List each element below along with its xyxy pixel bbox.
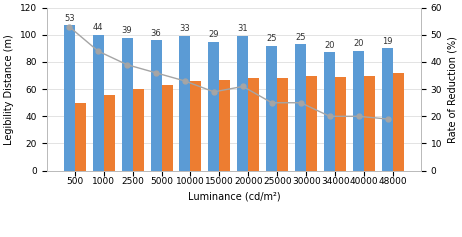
Bar (295, 44, 306, 171)
X-axis label: Luminance (cd/m²): Luminance (cd/m²) (188, 191, 280, 201)
Rate of Reduction (95, 50, 101, 53)
Bar (93, 35, 103, 171)
Bar (219, 80, 231, 171)
Text: 39: 39 (122, 26, 133, 35)
Text: 20: 20 (324, 41, 335, 50)
Rate of Reduction (298, 101, 304, 104)
Line: Rate of Reduction: Rate of Reduction (67, 24, 390, 121)
Bar (103, 95, 115, 171)
Bar (237, 36, 249, 171)
Text: 20: 20 (353, 39, 364, 48)
Text: 19: 19 (382, 37, 393, 46)
Bar (190, 81, 201, 171)
Y-axis label: Rate of Reduction (%): Rate of Reduction (%) (448, 36, 458, 143)
Bar (364, 76, 375, 171)
Bar (335, 77, 346, 171)
Bar (151, 40, 162, 171)
Text: 36: 36 (151, 28, 161, 37)
Bar (306, 76, 317, 171)
Rate of Reduction (356, 115, 361, 118)
Rate of Reduction (182, 80, 188, 82)
Bar (162, 85, 172, 171)
Text: 25: 25 (296, 33, 306, 42)
Bar (179, 36, 190, 171)
Text: 29: 29 (209, 30, 219, 39)
Bar (277, 78, 288, 171)
Bar (249, 78, 259, 171)
Rate of Reduction (124, 63, 130, 66)
Rate of Reduction (67, 25, 72, 28)
Text: 33: 33 (180, 24, 190, 33)
Bar (266, 46, 277, 171)
Bar (324, 52, 335, 171)
Bar (64, 25, 75, 171)
Rate of Reduction (211, 91, 217, 93)
Bar (393, 73, 404, 171)
Rate of Reduction (240, 85, 246, 88)
Text: 53: 53 (64, 14, 74, 23)
Bar (133, 89, 144, 171)
Text: 25: 25 (267, 34, 277, 43)
Bar (382, 48, 393, 171)
Bar (208, 42, 219, 171)
Text: 31: 31 (237, 24, 248, 33)
Rate of Reduction (269, 101, 274, 104)
Bar (122, 37, 133, 171)
Rate of Reduction (327, 115, 333, 118)
Y-axis label: Legibility Distance (m): Legibility Distance (m) (4, 34, 14, 145)
Rate of Reduction (153, 71, 159, 74)
Text: 44: 44 (93, 23, 103, 32)
Rate of Reduction (385, 118, 390, 120)
Bar (353, 51, 364, 171)
Bar (75, 103, 86, 171)
